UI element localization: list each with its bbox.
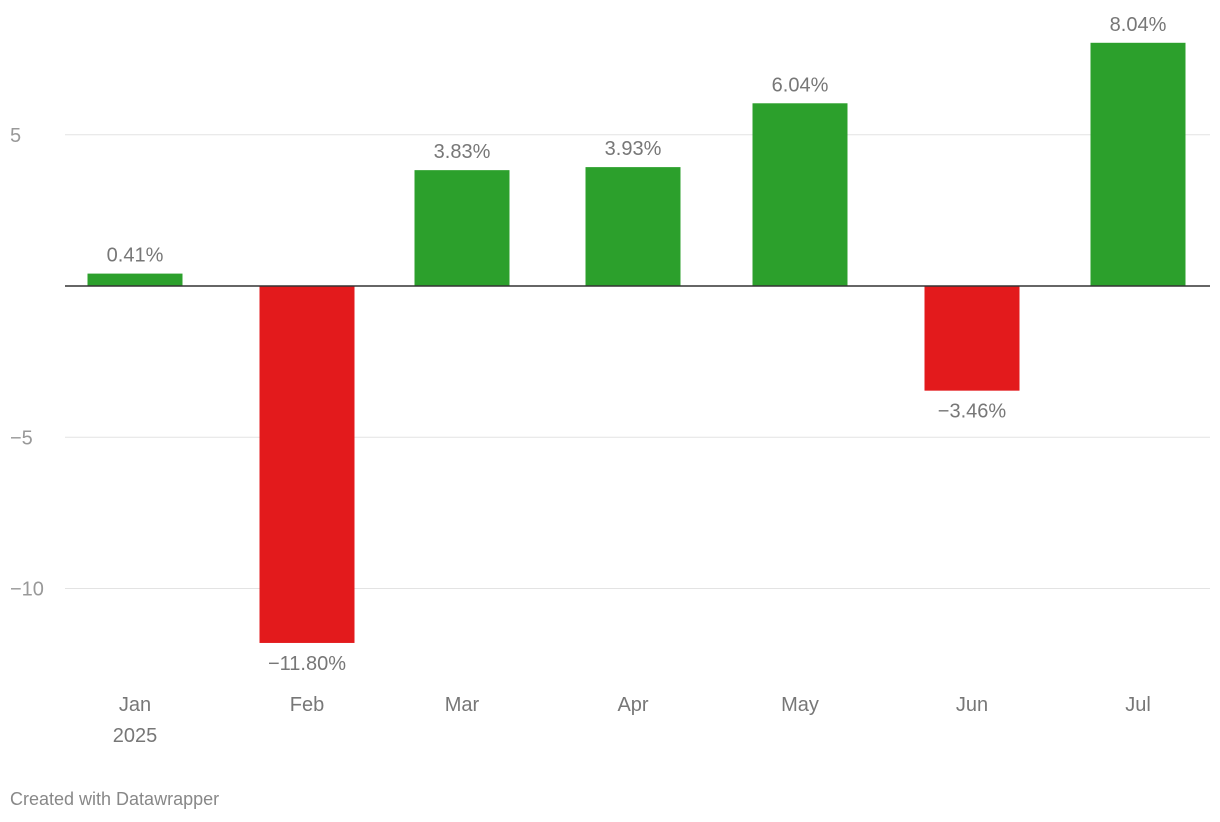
x-tick-label: Feb: [290, 694, 324, 716]
data-label: −3.46%: [938, 401, 1007, 423]
x-tick-label: Jan: [119, 694, 151, 716]
bar-apr: [585, 167, 681, 286]
x-tick-label: Mar: [445, 694, 480, 716]
bar-feb: [259, 286, 355, 643]
y-tick-label: −10: [10, 579, 44, 601]
data-label: −11.80%: [268, 653, 346, 675]
data-label: 0.41%: [107, 245, 164, 267]
bar-jan: [87, 273, 183, 286]
bar-jun: [924, 286, 1020, 391]
bar-may: [752, 103, 848, 286]
data-label: 8.04%: [1110, 14, 1167, 36]
y-tick-label: −5: [10, 427, 33, 449]
x-tick-label: Apr: [617, 694, 648, 716]
data-label: 3.83%: [434, 141, 491, 163]
bar-jul: [1090, 42, 1186, 286]
y-tick-label: 5: [10, 125, 21, 147]
data-label: 6.04%: [772, 74, 829, 96]
x-year-label: 2025: [113, 725, 158, 747]
x-tick-label: Jun: [956, 694, 988, 716]
data-label: 3.93%: [605, 138, 662, 160]
x-tick-label: Jul: [1125, 694, 1151, 716]
x-tick-label: May: [781, 694, 819, 716]
bar-mar: [414, 170, 510, 286]
footer-credit: Created with Datawrapper: [10, 789, 219, 809]
